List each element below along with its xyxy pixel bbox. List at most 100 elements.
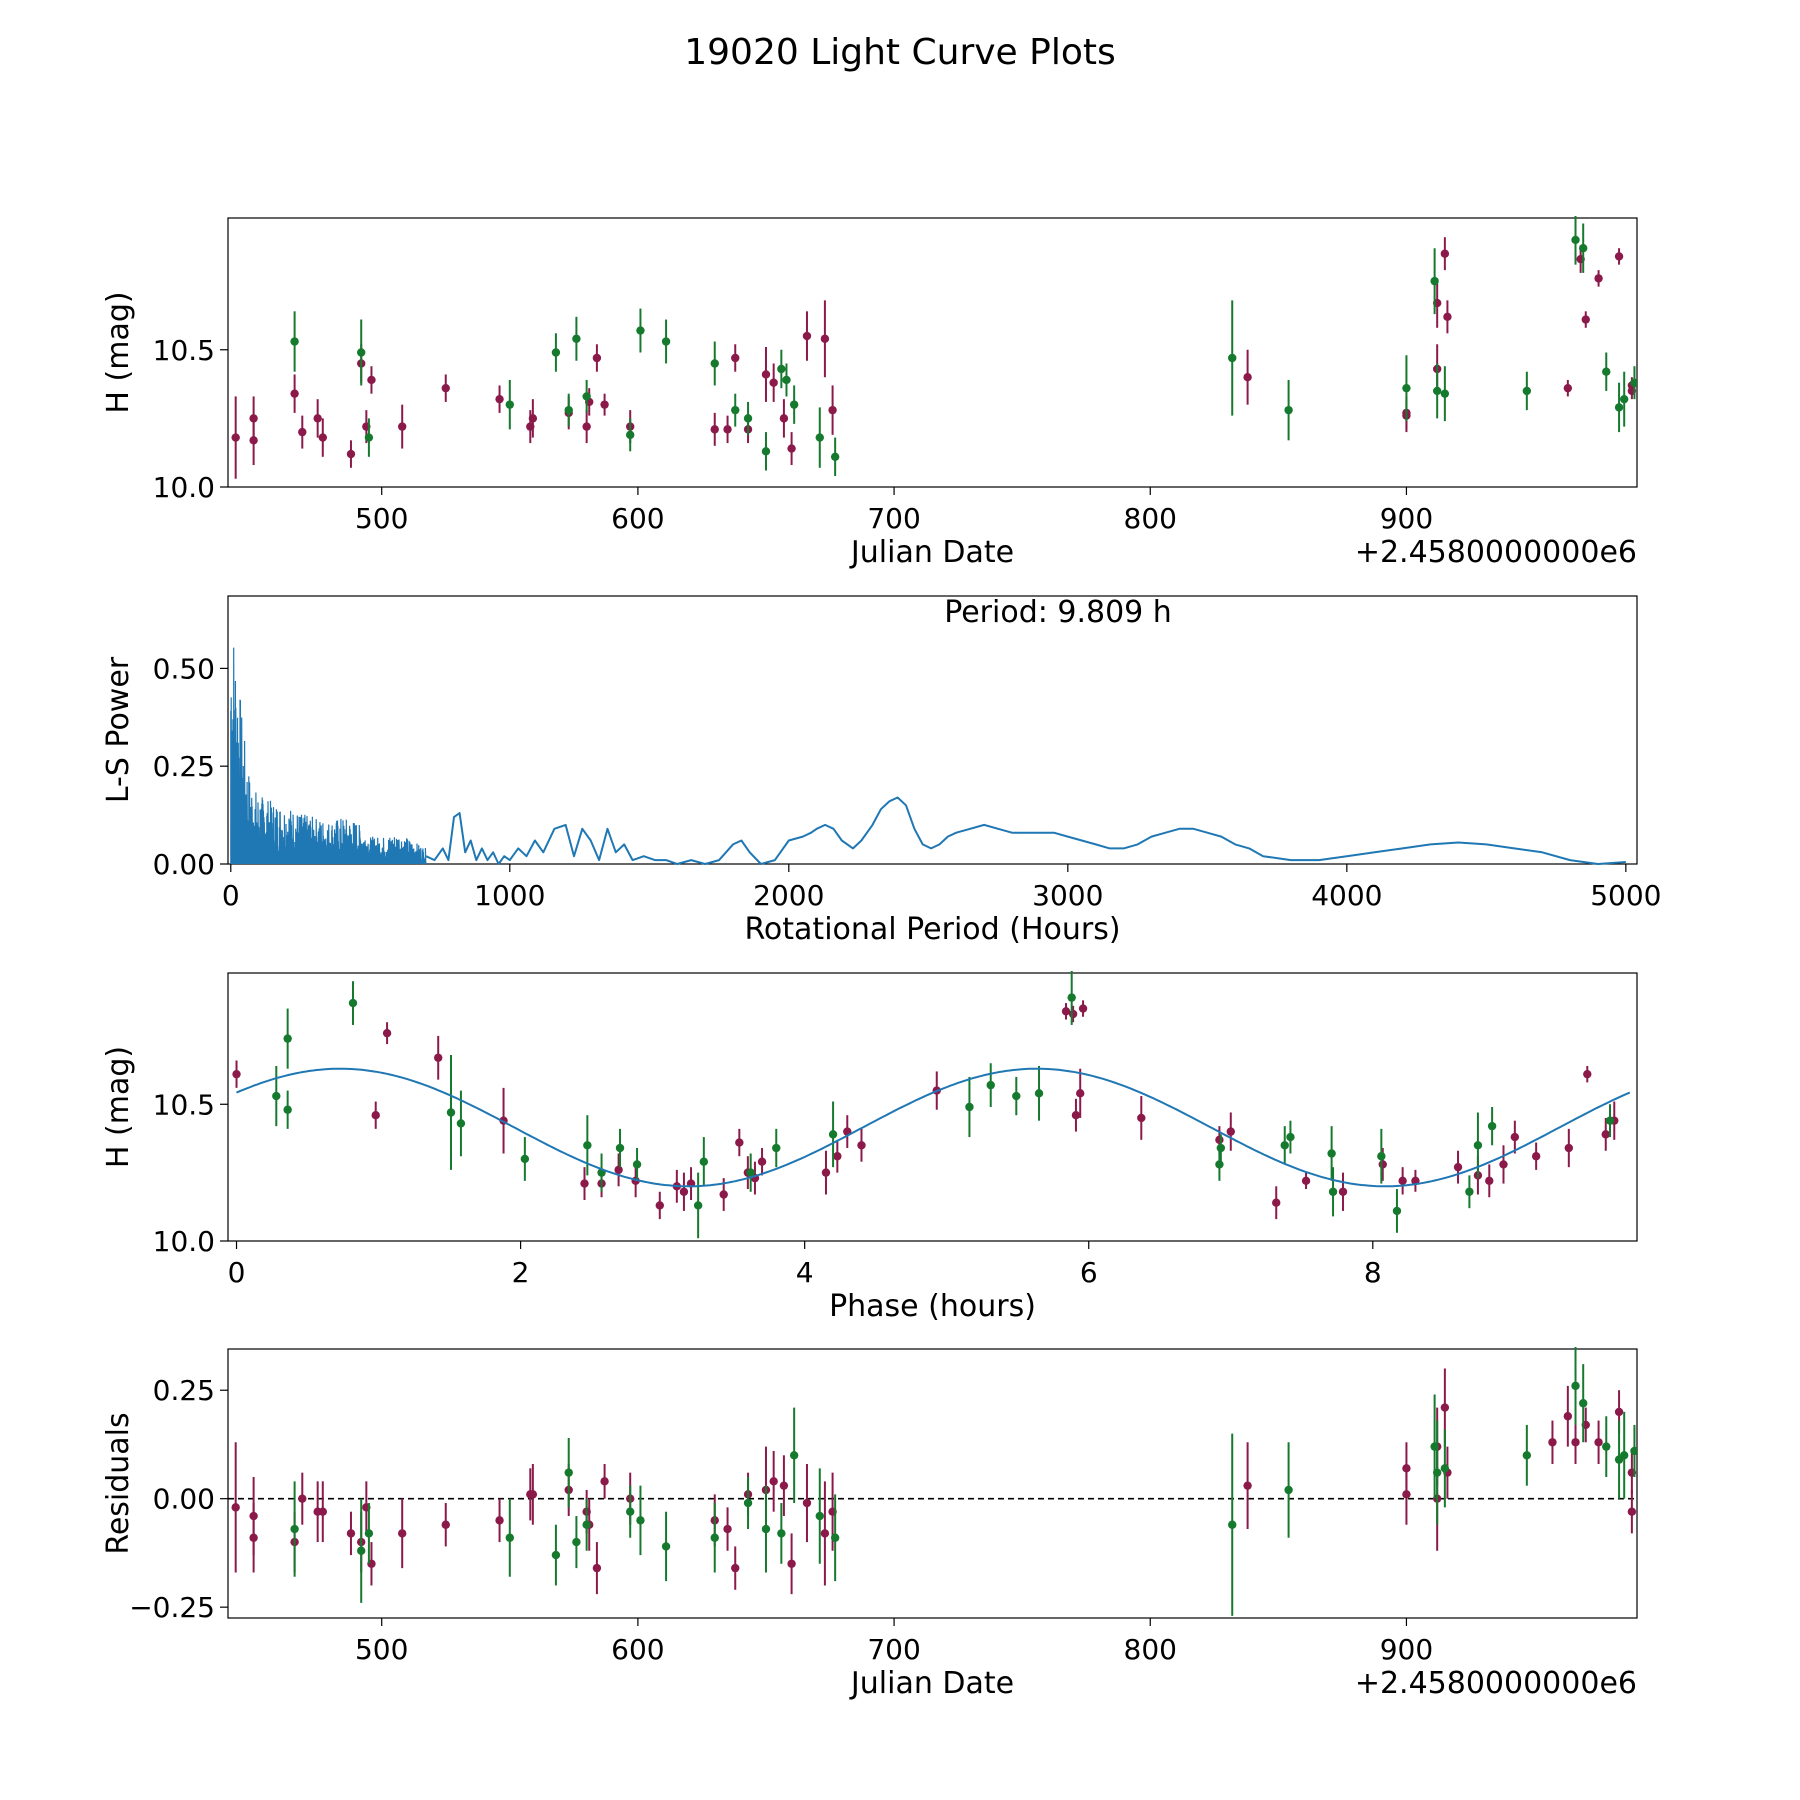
plot-frame bbox=[227, 217, 1638, 488]
data-point bbox=[1531, 1152, 1541, 1161]
data-point bbox=[1614, 252, 1624, 261]
y-tick-label: 10.0 bbox=[153, 471, 215, 504]
y-tick-label: 0.00 bbox=[153, 848, 215, 881]
data-point bbox=[505, 400, 514, 409]
data-point bbox=[1328, 1187, 1338, 1196]
periodogram-panel: 0 1000 2000 3000 4000 5000 0.00 0.25 0.50 Rotatio… bbox=[101, 595, 1661, 947]
data-point bbox=[346, 1529, 356, 1538]
data-point bbox=[1301, 1176, 1311, 1186]
data-point bbox=[348, 998, 358, 1008]
data-point bbox=[1280, 1141, 1289, 1150]
x-tick-label: 500 bbox=[355, 502, 408, 535]
data-point bbox=[789, 400, 799, 409]
data-point bbox=[495, 394, 504, 404]
data-point bbox=[731, 353, 740, 363]
data-point bbox=[441, 383, 450, 393]
x-axis-label: Julian Date bbox=[849, 1666, 1014, 1701]
x-offset-label: +2.4580000000e6 bbox=[1355, 1666, 1637, 1701]
data-point bbox=[1564, 1143, 1574, 1153]
periodogram-line bbox=[425, 796, 1626, 865]
data-point bbox=[580, 1179, 589, 1188]
x-tick-label: 5000 bbox=[1590, 879, 1661, 912]
x-tick-label: 3000 bbox=[1032, 879, 1103, 912]
data-point bbox=[249, 436, 258, 445]
data-point bbox=[761, 447, 771, 456]
x-tick-label: 600 bbox=[611, 502, 664, 535]
data-point bbox=[1443, 312, 1452, 322]
y-tick-label: 0.50 bbox=[153, 652, 215, 685]
data-point bbox=[1392, 1206, 1402, 1216]
data-point bbox=[761, 370, 771, 379]
data-point bbox=[828, 1130, 838, 1139]
y-tick-label: 0.25 bbox=[153, 750, 215, 783]
data-point bbox=[1581, 315, 1590, 324]
data-point bbox=[582, 1520, 591, 1529]
y-tick-label: −0.25 bbox=[129, 1591, 215, 1624]
y-tick-label: 0.00 bbox=[153, 1483, 215, 1516]
data-point bbox=[582, 392, 591, 401]
data-point bbox=[1078, 1004, 1088, 1013]
data-point bbox=[1226, 1127, 1235, 1136]
data-point bbox=[1215, 1160, 1224, 1169]
data-point bbox=[1563, 383, 1573, 393]
data-point bbox=[1215, 1135, 1224, 1145]
data-point bbox=[723, 1524, 732, 1534]
data-point bbox=[1601, 1130, 1610, 1139]
data-point bbox=[318, 1507, 327, 1516]
data-point bbox=[777, 364, 786, 374]
data-point bbox=[769, 1477, 778, 1486]
x-tick-label: 600 bbox=[611, 1633, 664, 1666]
y-axis-label: H (mag) bbox=[101, 1046, 136, 1168]
data-point bbox=[626, 1507, 635, 1516]
y-tick-label: 10.5 bbox=[153, 1088, 215, 1121]
data-point bbox=[655, 1201, 664, 1210]
data-point bbox=[564, 1468, 573, 1477]
data-point bbox=[1487, 1121, 1497, 1131]
x-tick-label: 6 bbox=[1080, 1256, 1098, 1289]
x-tick-label: 4 bbox=[796, 1256, 814, 1289]
data-point bbox=[719, 1190, 728, 1199]
data-point bbox=[1228, 1520, 1237, 1529]
data-point bbox=[1630, 378, 1637, 387]
data-point bbox=[965, 1102, 974, 1112]
data-point bbox=[820, 1529, 830, 1538]
data-point bbox=[364, 1529, 374, 1538]
data-point bbox=[802, 331, 812, 341]
lightcurve-panel: 500 600 700 800 900 10.0 10.5 Julian Date H (mag… bbox=[101, 216, 1638, 570]
plot-frame bbox=[227, 595, 1638, 865]
periodogram-dense-region bbox=[230, 647, 427, 865]
data-point bbox=[1216, 1143, 1226, 1153]
data-point bbox=[1228, 353, 1237, 363]
x-axis-label: Phase (hours) bbox=[829, 1289, 1036, 1324]
data-point bbox=[272, 1091, 281, 1101]
data-point bbox=[615, 1143, 625, 1153]
x-tick-label: 900 bbox=[1380, 502, 1433, 535]
data-point bbox=[757, 1157, 767, 1166]
data-point bbox=[1432, 386, 1442, 396]
plot-area bbox=[231, 216, 1637, 479]
data-point bbox=[495, 1516, 504, 1525]
data-point bbox=[1614, 403, 1624, 412]
data-point bbox=[1619, 1451, 1629, 1460]
data-point bbox=[1068, 1009, 1078, 1019]
data-point bbox=[283, 1105, 292, 1114]
data-point bbox=[367, 375, 376, 385]
data-point bbox=[710, 1533, 719, 1542]
x-axis-label: Julian Date bbox=[849, 535, 1014, 570]
data-point bbox=[636, 1516, 645, 1525]
data-point bbox=[1402, 383, 1411, 393]
data-point bbox=[710, 425, 719, 434]
data-point bbox=[564, 405, 573, 415]
x-tick-label: 8 bbox=[1364, 1256, 1382, 1289]
data-point bbox=[761, 1524, 771, 1534]
data-point bbox=[1430, 276, 1439, 286]
data-point bbox=[769, 378, 778, 387]
data-point bbox=[833, 1152, 842, 1161]
data-point bbox=[1602, 367, 1611, 376]
x-tick-label: 4000 bbox=[1311, 879, 1382, 912]
data-point bbox=[710, 359, 719, 368]
data-point bbox=[679, 1187, 689, 1196]
data-point bbox=[1571, 235, 1580, 245]
data-point bbox=[592, 353, 602, 363]
